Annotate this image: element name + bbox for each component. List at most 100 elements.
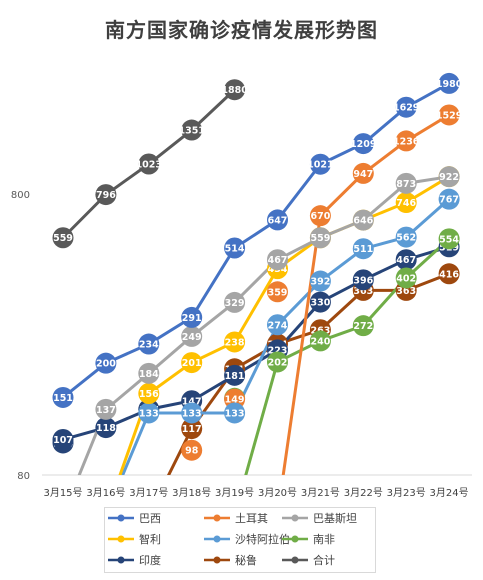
point-marker (352, 209, 374, 231)
data-point: 291 (181, 306, 203, 328)
data-label: 98 (185, 446, 199, 457)
data-label: 184 (139, 369, 159, 380)
series-line-6 (62, 245, 450, 441)
point-marker (181, 352, 203, 374)
legend-label: 巴西 (139, 512, 161, 525)
point-marker (395, 96, 417, 118)
data-label: 147 (182, 396, 202, 407)
data-point: 201 (181, 352, 203, 374)
data-label: 767 (439, 195, 459, 206)
data-point: 402 (395, 267, 417, 289)
point-marker (438, 263, 460, 285)
data-point: 329 (224, 291, 246, 313)
data-label: 201 (182, 358, 202, 369)
point-marker (52, 227, 74, 249)
data-point: 200 (95, 352, 117, 374)
legend-item: 秘鲁 (203, 552, 257, 568)
chart-title: 南方国家确诊疫情发展形势图 (105, 18, 378, 42)
data-point: 1351 (178, 119, 205, 141)
point-marker (267, 281, 288, 303)
data-point: 133 (138, 402, 160, 424)
data-point: 249 (181, 325, 203, 347)
data-point: 1236 (393, 130, 420, 152)
data-label: 514 (225, 243, 245, 254)
data-point: 133 (224, 402, 246, 424)
data-point: 234 (138, 333, 160, 355)
point-marker (95, 352, 117, 374)
legend-swatch (282, 514, 308, 522)
data-label: 1209 (350, 139, 376, 150)
legend-label: 南非 (313, 533, 335, 546)
legend-item: 巴西 (107, 510, 161, 526)
point-marker (224, 364, 246, 386)
legend-item: 智利 (107, 531, 161, 547)
point-marker (52, 386, 74, 408)
point-marker (352, 162, 374, 184)
point-marker (352, 315, 374, 337)
point-marker (309, 153, 331, 175)
data-point: 107 (52, 429, 74, 451)
data-label: 149 (225, 395, 245, 406)
series-line-5 (244, 237, 451, 475)
point-marker (95, 398, 117, 420)
data-point: 1880 (221, 79, 248, 101)
data-point: 151 (52, 386, 74, 408)
point-marker (395, 192, 417, 214)
data-label: 1529 (436, 110, 462, 121)
point-marker (138, 362, 160, 384)
point-marker (224, 402, 246, 424)
data-label: 796 (96, 190, 116, 201)
data-label: 647 (268, 215, 288, 226)
data-label: 559 (53, 233, 73, 244)
data-point: 554 (438, 228, 460, 250)
legend-swatch (204, 514, 230, 522)
data-point: 511 (352, 238, 374, 260)
point-marker (181, 306, 203, 328)
point-marker (309, 270, 331, 292)
data-point: 562 (395, 226, 417, 248)
data-label: 392 (310, 277, 330, 288)
x-tick-label: 3月15号 (43, 487, 82, 499)
data-label: 511 (353, 244, 373, 255)
legend-label: 沙特阿拉伯 (235, 533, 290, 546)
point-marker (267, 249, 288, 271)
data-point: 559 (309, 227, 331, 249)
point-marker (395, 226, 417, 248)
data-label: 1236 (393, 136, 420, 147)
series-line-0 (62, 82, 450, 399)
data-label: 1629 (393, 103, 419, 114)
data-label: 559 (310, 233, 330, 244)
data-label: 646 (353, 216, 373, 227)
point-marker (267, 314, 288, 336)
data-point: 467 (395, 249, 417, 271)
point-marker (438, 166, 460, 188)
point-marker (138, 402, 160, 424)
point-marker (224, 291, 246, 313)
point-marker (138, 153, 160, 175)
data-label: 118 (96, 423, 116, 434)
data-label: 249 (182, 332, 202, 343)
data-point: 467 (267, 249, 288, 271)
data-label: 359 (268, 287, 288, 298)
data-point: 796 (95, 184, 117, 206)
data-label: 363 (353, 286, 373, 297)
data-label: 291 (182, 313, 202, 324)
point-marker (438, 188, 460, 210)
point-marker (224, 79, 246, 101)
data-label: 107 (53, 435, 73, 446)
data-label: 873 (396, 179, 416, 190)
point-marker (309, 227, 331, 249)
point-marker (52, 429, 74, 451)
point-marker (438, 72, 460, 94)
point-marker (395, 130, 417, 152)
data-point: 922 (438, 166, 460, 188)
data-label: 416 (439, 269, 459, 280)
data-label: 330 (310, 298, 330, 309)
legend-swatch (204, 556, 230, 564)
point-marker (395, 172, 417, 194)
data-label: 272 (353, 321, 373, 332)
data-label: 151 (53, 393, 73, 404)
legend-swatch (204, 535, 230, 543)
data-label: 363 (396, 286, 416, 297)
legend-swatch (108, 514, 134, 522)
